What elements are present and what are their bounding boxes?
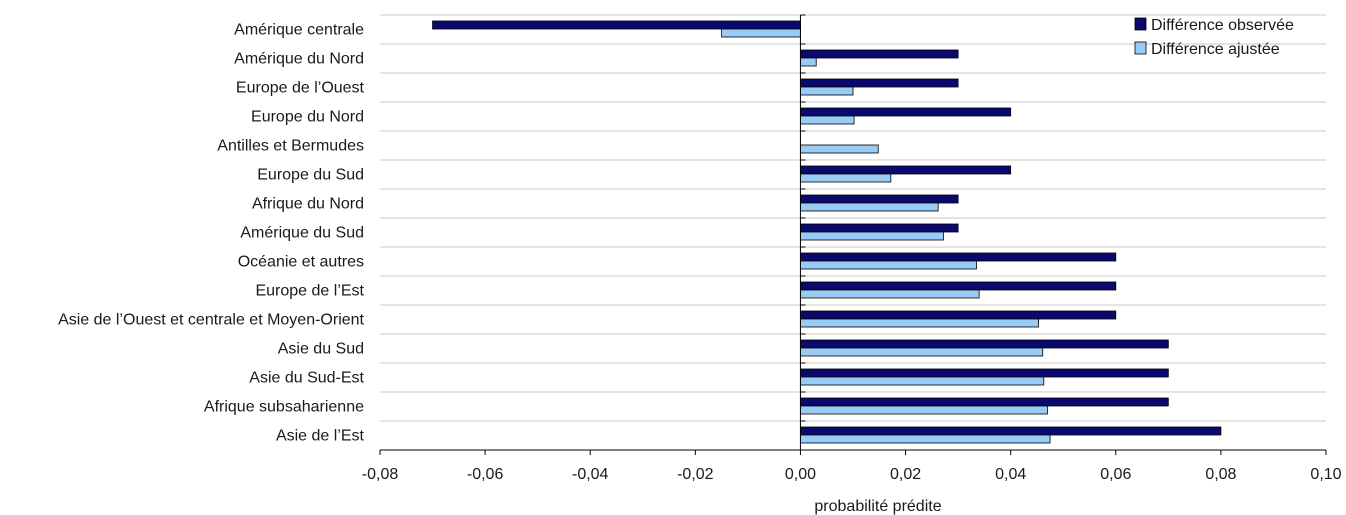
bar-adjusted (800, 289, 980, 299)
bar-adjusted (800, 144, 879, 154)
category-label: Amérique du Sud (240, 225, 364, 242)
x-tick-label: -0,08 (362, 466, 399, 483)
bar-adjusted (800, 318, 1039, 328)
bar-adjusted (800, 57, 817, 67)
category-label: Asie de l’Ouest et centrale et Moyen-Ori… (58, 312, 364, 329)
legend: Différence observée Différence ajustée (1134, 17, 1294, 58)
category-label: Asie de l’Est (276, 428, 365, 445)
legend-swatch-observed (1134, 17, 1147, 31)
x-tick-label: -0,02 (677, 466, 714, 483)
bar-observed (800, 310, 1117, 320)
bar-adjusted (800, 115, 855, 125)
category-label: Europe de l’Ouest (236, 80, 365, 97)
bar-adjusted (800, 376, 1045, 386)
bar-observed (800, 165, 1012, 175)
category-label: Asie du Sud-Est (249, 370, 364, 387)
legend-swatch-adjusted (1134, 41, 1147, 55)
bar-observed (800, 107, 1012, 117)
x-tick-label: 0,08 (1205, 466, 1236, 483)
x-tick-labels: -0,08 -0,06 -0,04 -0,02 0,00 0,02 0,04 0,06 0,08… (362, 466, 1342, 483)
category-label: Europe du Nord (251, 109, 364, 126)
bar-adjusted (800, 86, 854, 96)
category-label: Europe du Sud (257, 167, 364, 184)
bar-observed (432, 20, 801, 30)
x-tick-label: 0,04 (995, 466, 1026, 483)
category-label: Amérique du Nord (234, 51, 364, 68)
x-tick-label: 0,06 (1100, 466, 1131, 483)
bar-adjusted (721, 28, 801, 38)
bar-observed (800, 397, 1169, 407)
bar-observed (800, 339, 1169, 349)
axis-layer (379, 14, 1327, 455)
category-label: Antilles et Bermudes (217, 138, 364, 155)
bar-observed (800, 194, 959, 204)
category-label: Asie du Sud (278, 341, 364, 358)
bar-observed (800, 49, 959, 59)
bar-observed (800, 252, 1117, 262)
category-label: Afrique du Nord (252, 196, 364, 213)
bar-adjusted (800, 202, 939, 212)
x-tick-label: 0,02 (890, 466, 921, 483)
legend-label-adjusted: Différence ajustée (1151, 41, 1280, 58)
bar-observed (800, 368, 1169, 378)
bar-adjusted (800, 260, 977, 270)
bar-adjusted (800, 231, 944, 241)
category-label: Afrique subsaharienne (204, 399, 364, 416)
category-label: Europe de l’Est (255, 283, 364, 300)
bar-observed (800, 426, 1222, 436)
bar-observed (800, 281, 1117, 291)
bar-adjusted (800, 434, 1051, 444)
bar-adjusted (800, 405, 1048, 415)
x-tick-label: 0,10 (1310, 466, 1341, 483)
x-tick-label: -0,06 (467, 466, 504, 483)
category-label: Amérique centrale (234, 22, 364, 39)
bar-adjusted (800, 173, 892, 183)
x-axis-title: probabilité prédite (814, 498, 941, 515)
category-label: Océanie et autres (238, 254, 364, 271)
x-tick-label: 0,00 (785, 466, 816, 483)
bar-adjusted (800, 347, 1044, 357)
bar-observed (800, 78, 959, 88)
legend-label-observed: Différence observée (1151, 17, 1294, 34)
category-labels: Amérique centrale Amérique du Nord Europe … (58, 22, 364, 445)
bar-observed (800, 223, 959, 233)
grid-layer (380, 14, 1326, 451)
bars-layer (432, 20, 1222, 444)
x-tick-label: -0,04 (572, 466, 609, 483)
